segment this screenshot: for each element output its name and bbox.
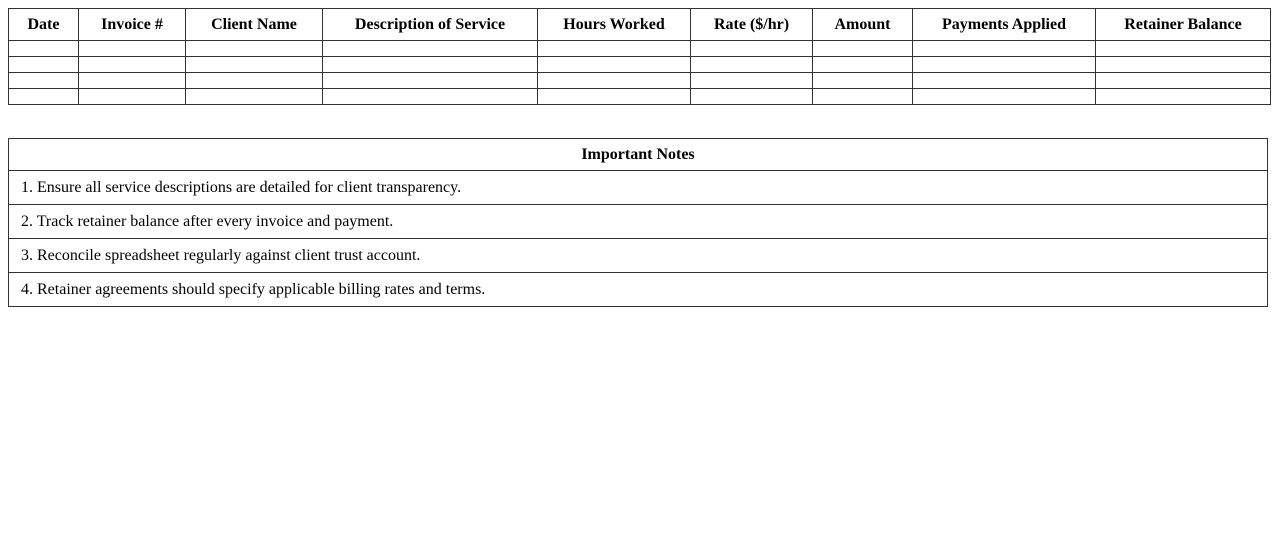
column-header-invoice-number: Invoice # <box>78 8 186 41</box>
notes-table: Important Notes 1. Ensure all service de… <box>8 138 1268 307</box>
invoice-cell[interactable] <box>78 40 186 57</box>
invoice-cell[interactable] <box>690 40 813 57</box>
invoice-cell[interactable] <box>8 56 79 73</box>
invoice-cell[interactable] <box>78 56 186 73</box>
column-header-hours-worked: Hours Worked <box>537 8 691 41</box>
invoice-cell[interactable] <box>185 56 323 73</box>
invoice-cell[interactable] <box>537 88 691 105</box>
invoice-cell[interactable] <box>185 72 323 89</box>
invoice-empty-row <box>8 88 1271 105</box>
invoice-cell[interactable] <box>912 72 1096 89</box>
invoice-cell[interactable] <box>1095 88 1271 105</box>
invoice-cell[interactable] <box>812 88 913 105</box>
column-header-description-of-service: Description of Service <box>322 8 538 41</box>
invoice-cell[interactable] <box>322 40 538 57</box>
column-header-date: Date <box>8 8 79 41</box>
invoice-cell[interactable] <box>537 40 691 57</box>
invoice-cell[interactable] <box>1095 56 1271 73</box>
invoice-cell[interactable] <box>8 72 79 89</box>
column-header-client-name: Client Name <box>185 8 323 41</box>
note-item: 2. Track retainer balance after every in… <box>8 204 1268 239</box>
invoice-cell[interactable] <box>812 56 913 73</box>
invoice-cell[interactable] <box>912 40 1096 57</box>
note-item: 4. Retainer agreements should specify ap… <box>8 272 1268 307</box>
invoice-cell[interactable] <box>78 72 186 89</box>
column-header-payments-applied: Payments Applied <box>912 8 1096 41</box>
invoice-table: Date Invoice # Client Name Description o… <box>8 8 1271 105</box>
invoice-cell[interactable] <box>185 40 323 57</box>
invoice-empty-row <box>8 72 1271 89</box>
invoice-cell[interactable] <box>8 40 79 57</box>
invoice-cell[interactable] <box>1095 40 1271 57</box>
column-header-rate: Rate ($/hr) <box>690 8 813 41</box>
note-row: 2. Track retainer balance after every in… <box>8 204 1268 239</box>
notes-header-row: Important Notes <box>8 138 1268 171</box>
column-header-retainer-balance: Retainer Balance <box>1095 8 1271 41</box>
invoice-cell[interactable] <box>690 72 813 89</box>
note-row: 3. Reconcile spreadsheet regularly again… <box>8 238 1268 273</box>
invoice-cell[interactable] <box>537 72 691 89</box>
invoice-cell[interactable] <box>912 88 1096 105</box>
notes-title: Important Notes <box>8 138 1268 171</box>
invoice-cell[interactable] <box>537 56 691 73</box>
invoice-cell[interactable] <box>690 88 813 105</box>
invoice-empty-row <box>8 56 1271 73</box>
invoice-header-row: Date Invoice # Client Name Description o… <box>8 8 1271 41</box>
note-row: 1. Ensure all service descriptions are d… <box>8 170 1268 205</box>
note-row: 4. Retainer agreements should specify ap… <box>8 272 1268 307</box>
invoice-cell[interactable] <box>690 56 813 73</box>
invoice-cell[interactable] <box>322 88 538 105</box>
invoice-cell[interactable] <box>78 88 186 105</box>
invoice-cell[interactable] <box>812 72 913 89</box>
note-item: 3. Reconcile spreadsheet regularly again… <box>8 238 1268 273</box>
invoice-cell[interactable] <box>8 88 79 105</box>
invoice-cell[interactable] <box>322 56 538 73</box>
invoice-cell[interactable] <box>812 40 913 57</box>
invoice-cell[interactable] <box>185 88 323 105</box>
invoice-cell[interactable] <box>1095 72 1271 89</box>
invoice-cell[interactable] <box>322 72 538 89</box>
invoice-empty-row <box>8 40 1271 57</box>
invoice-cell[interactable] <box>912 56 1096 73</box>
note-item: 1. Ensure all service descriptions are d… <box>8 170 1268 205</box>
column-header-amount: Amount <box>812 8 913 41</box>
